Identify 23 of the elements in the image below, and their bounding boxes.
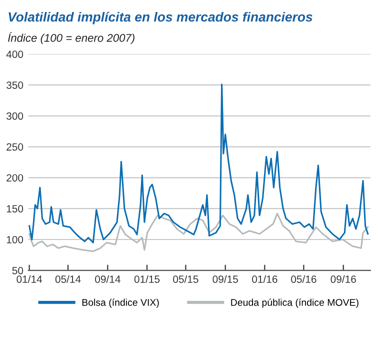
x-tick-label: 01/14 (16, 275, 42, 283)
x-tick-label: 05/14 (55, 275, 81, 283)
x-tick-label: 05/15 (173, 275, 198, 283)
y-tick-label: 400 (6, 50, 24, 58)
x-tick-label: 05/16 (291, 275, 316, 283)
x-tick-label: 01/15 (134, 275, 160, 283)
x-tick-label: 09/16 (330, 275, 356, 283)
y-tick-label: 250 (6, 143, 24, 151)
y-tick-label: 300 (6, 112, 24, 120)
x-tick-label: 01/16 (252, 275, 278, 283)
legend-label: Deuda pública (índice MOVE) (231, 298, 358, 308)
y-tick-label: 50 (12, 266, 24, 274)
legend-label: Bolsa (índice VIX) (82, 298, 159, 308)
chart-subtitle: Índice (100 = enero 2007) (8, 32, 134, 44)
y-tick-label: 100 (6, 236, 24, 244)
x-tick-label: 09/15 (212, 275, 238, 283)
y-tick-label: 150 (6, 205, 24, 212)
line-series (28, 212, 369, 252)
chart-title: Volatilidad implícita en los mercados financieros (8, 12, 312, 24)
y-tick-label: 200 (6, 174, 24, 182)
x-tick-label: 09/14 (95, 275, 120, 283)
y-tick-label: 350 (6, 81, 24, 89)
line-series (28, 84, 369, 244)
